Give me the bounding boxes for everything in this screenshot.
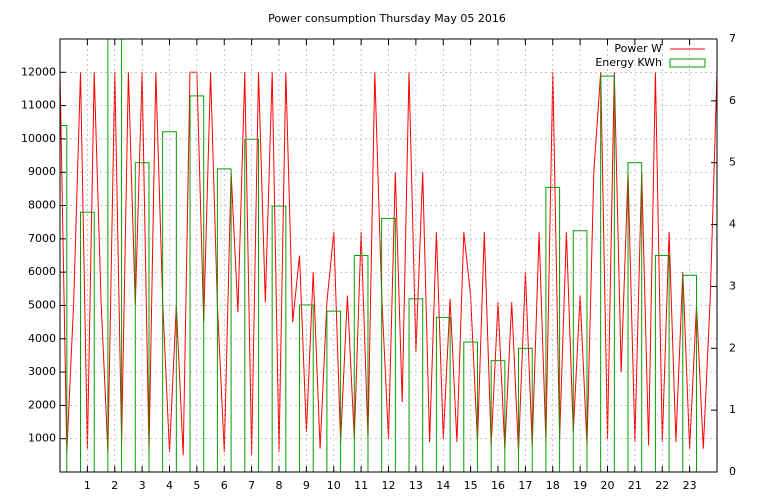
y-tick-label: 7000 [28, 232, 56, 245]
x-tick-label: 22 [655, 479, 669, 492]
x-tick-label: 8 [276, 479, 283, 492]
energy-box [600, 75, 615, 472]
x-tick-label: 21 [628, 479, 642, 492]
y2-tick-label: 4 [729, 218, 736, 231]
y-tick-label: 11000 [21, 99, 56, 112]
energy-box [463, 341, 478, 472]
x-tick-label: 9 [303, 479, 310, 492]
chart-title: Power consumption Thursday May 05 2016 [268, 12, 506, 25]
y-tick-label: 9000 [28, 165, 56, 178]
x-tick-label: 10 [327, 479, 341, 492]
y-tick-label: 4000 [28, 332, 56, 345]
x-tick-label: 12 [382, 479, 396, 492]
y2-tick-label: 0 [729, 465, 736, 478]
x-tick-label: 13 [409, 479, 423, 492]
y2-tick-label: 1 [729, 403, 736, 416]
y2-tick-label: 3 [729, 279, 736, 292]
y-tick-label: 6000 [28, 265, 56, 278]
power-line [60, 71, 717, 456]
x-tick-label: 6 [221, 479, 228, 492]
y2-tick-label: 6 [729, 94, 736, 107]
y-tick-label: 1000 [28, 432, 56, 445]
x-tick-label: 18 [546, 479, 560, 492]
legend-swatch [669, 58, 706, 68]
energy-box [216, 168, 232, 472]
x-tick-label: 11 [354, 479, 368, 492]
x-tick-label: 19 [573, 479, 587, 492]
legend-label: Power W [614, 42, 662, 55]
x-tick-label: 15 [464, 479, 478, 492]
y-tick-label: 3000 [28, 365, 56, 378]
x-tick-label: 17 [518, 479, 532, 492]
energy-box [162, 131, 177, 472]
y-tick-label: 2000 [28, 398, 56, 411]
legend-label: Energy KWh [595, 56, 662, 69]
y-tick-label: 5000 [28, 298, 56, 311]
energy-box [435, 316, 451, 472]
x-tick-label: 4 [166, 479, 173, 492]
y2-tick-label: 2 [729, 341, 736, 354]
y-tick-label: 12000 [21, 65, 56, 78]
x-tick-label: 23 [683, 479, 697, 492]
x-tick-label: 20 [601, 479, 615, 492]
x-tick-label: 14 [436, 479, 450, 492]
x-tick-label: 16 [491, 479, 505, 492]
energy-box [60, 125, 68, 472]
x-tick-label: 7 [248, 479, 255, 492]
energy-box [381, 217, 396, 472]
y-tick-label: 8000 [28, 199, 56, 212]
x-tick-label: 1 [84, 479, 91, 492]
x-tick-label: 2 [111, 479, 118, 492]
y2-tick-label: 5 [729, 156, 736, 169]
x-tick-label: 3 [139, 479, 146, 492]
plot-border [59, 38, 718, 473]
y-tick-label: 10000 [21, 132, 56, 145]
x-tick-label: 5 [193, 479, 200, 492]
plot-area [60, 39, 717, 472]
y2-tick-label: 7 [729, 32, 736, 45]
